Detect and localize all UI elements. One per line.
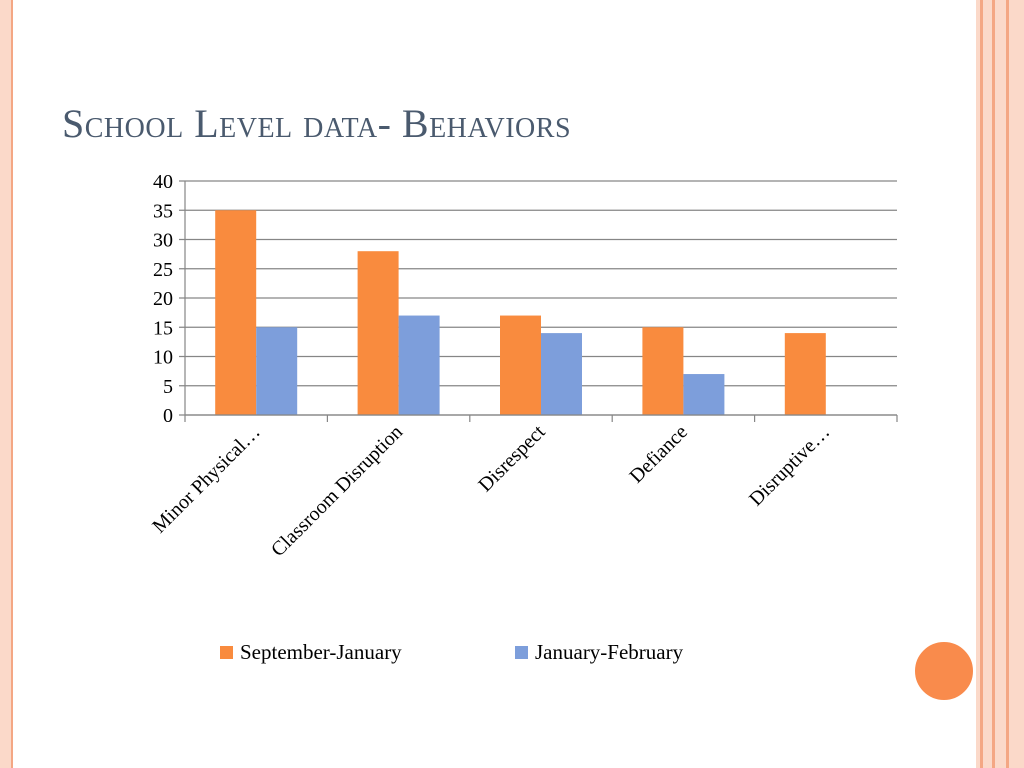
y-tick-label: 20: [153, 288, 173, 310]
y-tick-label: 40: [153, 171, 173, 193]
x-category-label: Minor Physical…: [148, 421, 265, 538]
bar: [541, 333, 582, 415]
bar: [500, 315, 541, 415]
legend-swatch: [220, 646, 233, 659]
y-tick-label: 35: [153, 200, 173, 222]
bar: [398, 315, 440, 415]
bar: [256, 327, 298, 415]
left-frame-border: [0, 0, 11, 768]
decorative-circle: [913, 640, 975, 702]
behavior-bar-chart: 0 5 10 15 20 25 30 35 40 Minor Physical… Classroom…: [148, 171, 898, 664]
bar: [642, 327, 684, 415]
x-category-label: Disrespect: [474, 421, 550, 497]
y-tick-label: 30: [153, 230, 173, 252]
gridlines: [179, 180, 897, 416]
x-category-label: Disruptive…: [745, 421, 834, 510]
slide-title: School Level data- Behaviors: [62, 101, 572, 146]
bar: [683, 374, 725, 415]
bars: [215, 210, 826, 415]
y-tick-label: 0: [163, 405, 173, 427]
y-tick-label: 5: [163, 376, 173, 398]
bar: [357, 251, 399, 415]
legend: September-January January-February: [220, 640, 684, 664]
y-tick-label: 15: [153, 317, 173, 339]
left-frame-line: [11, 0, 13, 768]
y-tick-label: 10: [153, 347, 173, 369]
right-frame-border: [976, 0, 1024, 768]
x-category-label: Classroom Disruption: [267, 421, 407, 561]
y-tick-label: 25: [153, 259, 173, 281]
bar: [784, 333, 826, 415]
x-category-label: Defiance: [625, 421, 692, 488]
legend-label: September-January: [240, 640, 402, 664]
legend-label: January-February: [535, 640, 684, 664]
bar: [215, 210, 257, 415]
legend-swatch: [515, 646, 528, 659]
